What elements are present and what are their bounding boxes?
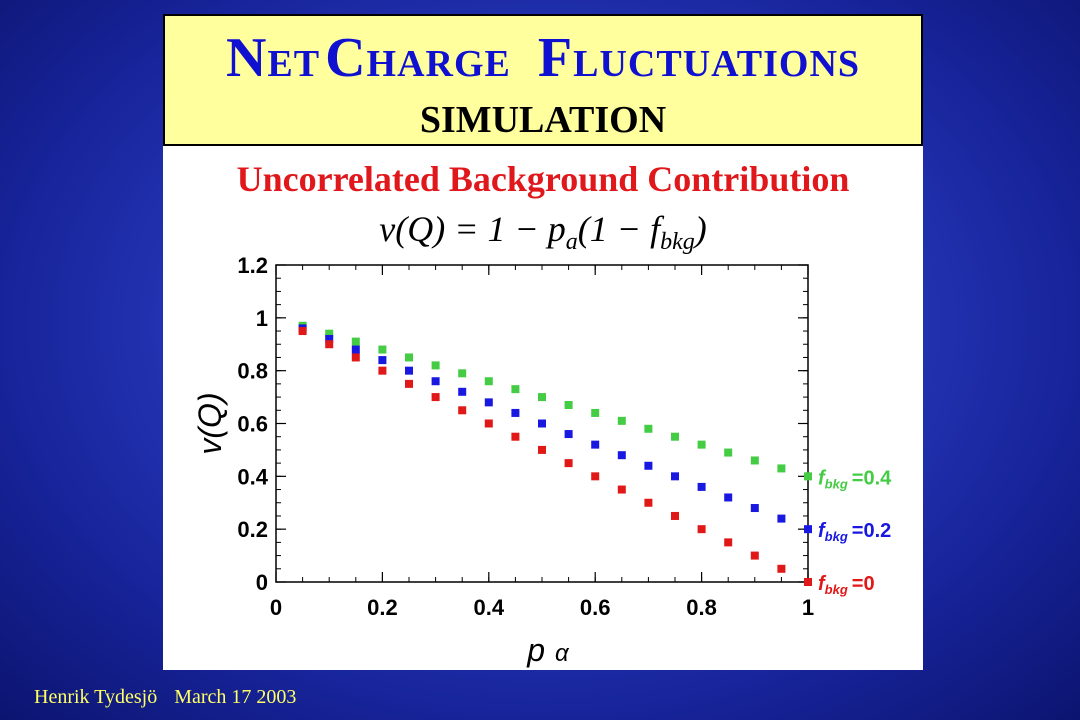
data-point-series-0 bbox=[351, 337, 360, 346]
data-point-series-1 bbox=[724, 493, 733, 502]
x-tick-label: 0 bbox=[270, 595, 282, 620]
data-point-series-0 bbox=[644, 424, 653, 433]
data-point-series-1 bbox=[777, 514, 786, 523]
y-tick-label: 0.6 bbox=[237, 412, 268, 437]
data-point-series-1 bbox=[458, 387, 467, 396]
data-point-series-2 bbox=[617, 485, 626, 494]
data-point-series-0 bbox=[591, 408, 600, 417]
data-point-series-2 bbox=[671, 511, 679, 520]
data-point-series-0 bbox=[564, 401, 573, 410]
data-point-series-1 bbox=[325, 334, 334, 343]
data-point-series-0 bbox=[617, 416, 626, 425]
x-tick-label: 0.8 bbox=[686, 595, 717, 620]
y-tick-label: 1.2 bbox=[237, 253, 268, 278]
data-point-series-1 bbox=[484, 398, 493, 407]
y-tick-label: 1 bbox=[256, 306, 268, 331]
data-point-series-2 bbox=[325, 340, 334, 349]
data-point-series-2 bbox=[511, 432, 520, 441]
title-letter-f: F bbox=[537, 27, 574, 89]
y-tick-label: 0.2 bbox=[237, 517, 268, 542]
legend-entry: fbkg =0.2 bbox=[818, 520, 891, 544]
data-point-series-0 bbox=[405, 353, 413, 362]
title-letter-n: N bbox=[225, 27, 268, 89]
data-point-series-0 bbox=[671, 432, 679, 441]
title-letter-c: C bbox=[325, 27, 367, 89]
formula: v(Q) = 1 − pa(1 − fbkg) bbox=[163, 208, 923, 256]
y-tick-label: 0 bbox=[256, 570, 268, 595]
data-point-series-2 bbox=[458, 406, 467, 415]
data-point-series-0 bbox=[538, 393, 546, 402]
y-tick-label: 0.8 bbox=[237, 359, 268, 384]
data-point-series-2 bbox=[591, 472, 600, 481]
data-point-series-1 bbox=[591, 440, 600, 449]
data-point-series-1 bbox=[644, 461, 653, 470]
footer-date: March 17 2003 bbox=[174, 686, 297, 708]
data-point-series-0 bbox=[750, 456, 759, 465]
data-point-series-0 bbox=[431, 361, 440, 370]
data-point-series-2 bbox=[750, 551, 759, 560]
data-point-series-2 bbox=[804, 578, 812, 586]
data-point-series-0 bbox=[697, 440, 706, 449]
data-point-series-2 bbox=[378, 366, 387, 375]
title-box: NET CHARGE FLUCTUATIONS SIMULATION bbox=[163, 14, 923, 146]
y-tick-label: 0.4 bbox=[237, 464, 268, 489]
scatter-chart: 0 0.2 0.4 0.6 0.8 1 0 0.2 0.4 0.6 0.8 1 1.2 p α v(Q) fbk… bbox=[192, 253, 892, 668]
title-letters-luctuations: LUCTUATIONS bbox=[573, 43, 861, 85]
data-point-series-1 bbox=[511, 408, 520, 417]
data-point-series-1 bbox=[804, 525, 812, 534]
data-point-series-1 bbox=[431, 377, 440, 386]
x-tick-label: 0.6 bbox=[580, 595, 611, 620]
data-point-series-1 bbox=[538, 419, 546, 428]
data-point-series-1 bbox=[564, 430, 573, 439]
data-point-series-1 bbox=[750, 504, 759, 513]
x-tick-label: 0.2 bbox=[367, 595, 398, 620]
data-point-series-2 bbox=[724, 538, 733, 547]
data-point-series-0 bbox=[804, 472, 812, 481]
data-point-series-1 bbox=[671, 472, 679, 481]
data-point-series-1 bbox=[405, 366, 413, 375]
data-point-series-0 bbox=[511, 385, 520, 394]
data-point-series-2 bbox=[351, 353, 360, 362]
data-point-series-2 bbox=[564, 459, 573, 468]
x-tick-label: 0.4 bbox=[474, 595, 505, 620]
title-letters-harge: HARGE bbox=[366, 43, 511, 85]
legend-entry: fbkg =0.4 bbox=[818, 467, 892, 491]
legend-entry: fbkg =0 bbox=[818, 573, 875, 597]
data-point-series-1 bbox=[351, 345, 360, 354]
x-tick-label: 1 bbox=[802, 595, 814, 620]
data-point-series-0 bbox=[484, 377, 493, 386]
data-point-series-2 bbox=[405, 379, 413, 388]
y-axis-label: v(Q) bbox=[192, 392, 228, 454]
footer-author: Henrik Tydesjö bbox=[34, 686, 158, 708]
data-point-series-0 bbox=[458, 369, 467, 378]
data-point-series-2 bbox=[644, 498, 653, 507]
data-point-series-2 bbox=[777, 564, 786, 573]
slide-subtitle: SIMULATION bbox=[419, 99, 667, 141]
data-point-series-0 bbox=[724, 448, 733, 457]
data-point-series-0 bbox=[378, 345, 387, 354]
title-letters-et: ET bbox=[267, 43, 321, 85]
content-panel: Uncorrelated Background Contribution v(Q… bbox=[163, 146, 923, 670]
data-point-series-2 bbox=[538, 445, 546, 454]
data-point-series-0 bbox=[325, 329, 334, 338]
data-point-series-2 bbox=[697, 525, 706, 534]
section-title: Uncorrelated Background Contribution bbox=[236, 159, 850, 199]
data-point-series-0 bbox=[777, 464, 786, 473]
data-point-series-1 bbox=[378, 356, 387, 365]
data-point-series-1 bbox=[617, 451, 626, 460]
data-point-series-1 bbox=[697, 482, 706, 491]
data-point-series-2 bbox=[431, 393, 440, 402]
data-point-series-2 bbox=[298, 327, 307, 336]
formula-text: v(Q) = 1 − pa(1 − fbkg) bbox=[379, 209, 707, 256]
slide-title: NET CHARGE FLUCTUATIONS bbox=[165, 28, 921, 102]
data-point-series-2 bbox=[484, 419, 493, 428]
footer: Henrik Tydesjö March 17 2003 bbox=[34, 686, 308, 709]
